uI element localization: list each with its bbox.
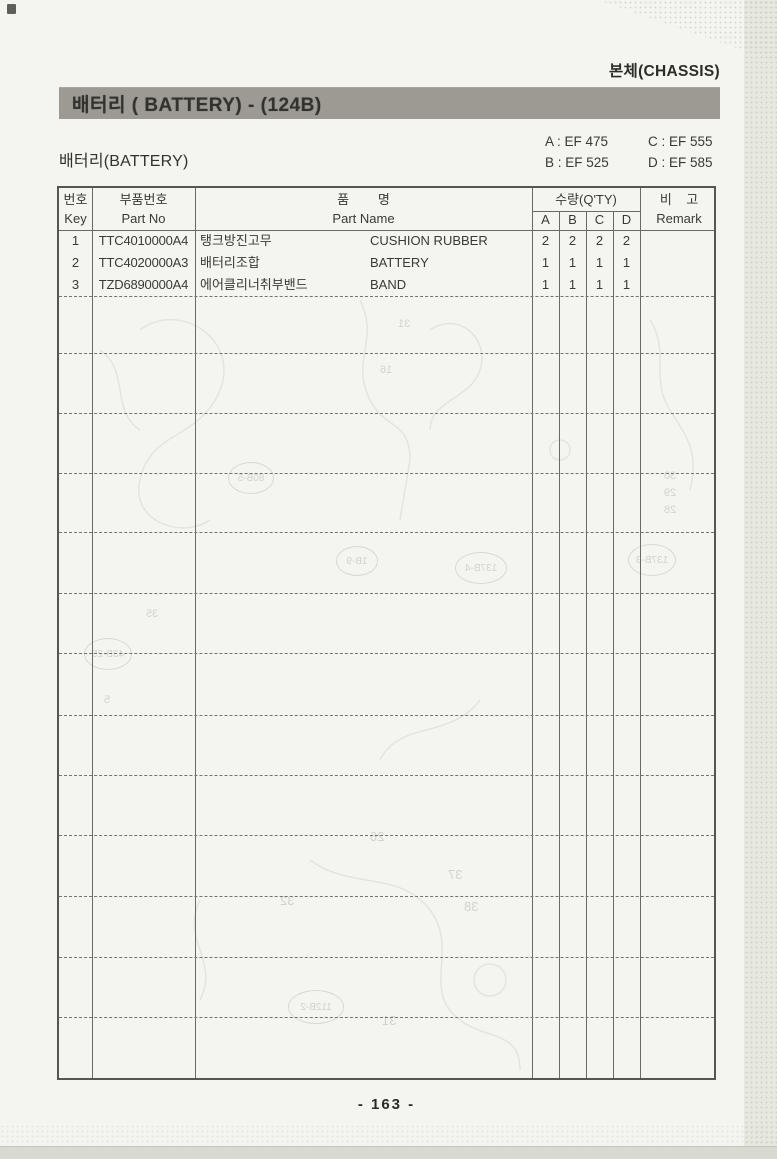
header-qty-c: C xyxy=(594,212,605,227)
table-row: 2 TTC4020000A3 배터리조합 BATTERY 1 1 1 1 xyxy=(59,252,718,274)
header-bottom-rule xyxy=(59,230,714,231)
title-bar: 배터리 ( BATTERY) - (124B) xyxy=(59,87,720,119)
row-separator-dashed xyxy=(59,653,714,654)
cell-qty-c: 1 xyxy=(595,255,604,270)
scan-edge-strip xyxy=(0,1146,777,1159)
cell-key: 2 xyxy=(71,255,80,270)
cell-remark xyxy=(640,230,718,252)
row-separator-dashed xyxy=(59,896,714,897)
header-qty-a: A xyxy=(541,212,550,227)
header-qty-b: B xyxy=(568,212,577,227)
row-separator-dashed xyxy=(59,1017,714,1018)
table-column-divider xyxy=(92,188,93,1078)
table-column-divider xyxy=(640,188,641,1078)
cell-part-no: TTC4010000A4 xyxy=(98,233,189,248)
cell-key: 3 xyxy=(71,277,80,292)
section-header: 본체(CHASSIS) xyxy=(608,63,720,80)
cell-qty-c: 1 xyxy=(595,277,604,292)
cell-name-ko: 배터리조합 xyxy=(200,255,260,270)
header-qty: 수량(Q'TY) xyxy=(555,192,617,207)
table-column-divider xyxy=(586,211,587,1078)
header-part-no: 부품번호 Part No xyxy=(119,192,168,226)
variant-legend-b: B : EF 525 xyxy=(545,155,609,170)
parts-table: 번호 Key 부품번호 Part No 품 명 Part Name 수량(Q'T… xyxy=(57,186,716,1080)
row-separator-dashed xyxy=(59,593,714,594)
row-separator-dashed xyxy=(59,413,714,414)
cell-name-en: BAND xyxy=(370,277,407,292)
qty-header-divider xyxy=(532,211,640,212)
cell-name-ko: 에어클리너취부밴드 xyxy=(200,277,308,292)
table-column-divider xyxy=(195,188,196,1078)
cell-remark xyxy=(640,274,718,296)
cell-qty-b: 2 xyxy=(568,233,577,248)
row-separator-dashed xyxy=(59,473,714,474)
header-part-name: 품 명 Part Name xyxy=(332,192,395,226)
variant-legend-a: A : EF 475 xyxy=(545,134,609,149)
cell-name-en: BATTERY xyxy=(370,255,429,270)
cell-part-no: TZD6890000A4 xyxy=(98,277,189,292)
cell-qty-b: 1 xyxy=(568,255,577,270)
header-key: 번호 Key xyxy=(63,192,88,226)
page-title: 배터리 ( BATTERY) - (124B) xyxy=(72,94,322,116)
table-column-divider xyxy=(559,211,560,1078)
row-separator-dashed xyxy=(59,775,714,776)
table-column-divider xyxy=(532,188,533,1078)
cell-name-ko: 탱크방진고무 xyxy=(200,233,272,248)
cell-qty-c: 2 xyxy=(595,233,604,248)
cell-qty-a: 1 xyxy=(541,255,550,270)
header-qty-d: D xyxy=(621,212,632,227)
page-number: - 163 - xyxy=(357,1096,416,1113)
row-separator-dashed xyxy=(59,532,714,533)
cell-qty-d: 1 xyxy=(622,277,631,292)
cell-name-en: CUSHION RUBBER xyxy=(370,233,488,248)
variant-legend-d: D : EF 585 xyxy=(648,155,713,170)
row-separator-dashed xyxy=(59,296,714,297)
scan-margin-texture xyxy=(744,0,777,1158)
row-separator-dashed xyxy=(59,715,714,716)
cell-qty-b: 1 xyxy=(568,277,577,292)
row-separator-dashed xyxy=(59,957,714,958)
table-subtitle: 배터리(BATTERY) xyxy=(59,153,189,170)
variant-legend-c: C : EF 555 xyxy=(648,134,713,149)
table-row: 3 TZD6890000A4 에어클리너취부밴드 BAND 1 1 1 1 xyxy=(59,274,718,296)
table-column-divider xyxy=(613,211,614,1078)
paper-sheet xyxy=(0,0,746,1146)
scan-corner-mark xyxy=(7,4,16,14)
cell-qty-d: 1 xyxy=(622,255,631,270)
cell-qty-a: 2 xyxy=(541,233,550,248)
cell-qty-a: 1 xyxy=(541,277,550,292)
table-row: 1 TTC4010000A4 탱크방진고무 CUSHION RUBBER 2 2… xyxy=(59,230,718,252)
cell-qty-d: 2 xyxy=(622,233,631,248)
row-separator-dashed xyxy=(59,835,714,836)
cell-remark xyxy=(640,252,718,274)
row-separator-dashed xyxy=(59,353,714,354)
cell-part-no: TTC4020000A3 xyxy=(98,255,189,270)
cell-key: 1 xyxy=(71,233,80,248)
header-remark: 비 고 Remark xyxy=(656,192,702,226)
